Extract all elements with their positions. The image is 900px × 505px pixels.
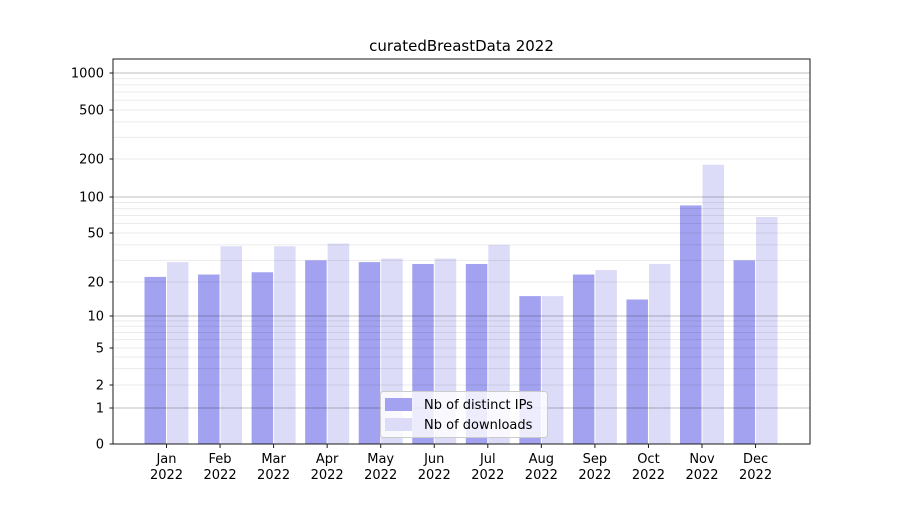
bar-distinct-ips-may [358,262,381,444]
y-tick-label-0: 0 [96,438,104,453]
y-axis: 0 1 2 5 10 20 50 100 200 500 1000 [71,67,113,453]
chart-title: curatedBreastData 2022 [369,37,554,55]
legend: Nb of distinct IPs Nb of downloads [380,391,548,438]
legend-label-distinct-ips: Nb of distinct IPs [424,398,533,413]
bar-distinct-ips-feb [198,274,220,444]
y-tick-label-2: 2 [96,379,104,394]
bar-distinct-ips-mar [251,272,274,444]
grid-layer [113,72,810,409]
x-tick-label-month-apr: Apr [316,452,339,467]
x-tick-label-year-feb: 2022 [204,468,237,483]
bar-downloads-nov [702,164,724,444]
bar-distinct-ips-oct [626,299,648,444]
bar-downloads-apr [327,243,350,444]
y-tick-label-50: 50 [87,227,104,242]
x-tick-label-year-jan: 2022 [150,468,183,483]
bar-downloads-mar [274,246,296,444]
x-tick-label-month-oct: Oct [637,452,659,467]
legend-swatch-distinct-ips [385,398,412,411]
x-tick-label-year-aug: 2022 [525,468,558,483]
y-tick-label-10: 10 [87,310,104,325]
x-tick-label-month-mar: Mar [261,452,286,467]
x-tick-label-year-jun: 2022 [418,468,451,483]
plot-border [112,58,811,445]
x-tick-label-year-sep: 2022 [578,468,611,483]
x-tick-label-year-may: 2022 [364,468,397,483]
bar-distinct-ips-dec [733,260,756,444]
x-tick-label-month-sep: Sep [583,452,608,467]
y-tick-label-20: 20 [87,276,104,291]
x-tick-label-year-nov: 2022 [685,468,718,483]
x-tick-label-year-mar: 2022 [257,468,290,483]
x-tick-label-year-dec: 2022 [739,468,772,483]
axes-layer [112,58,811,445]
y-tick-label-1000: 1000 [71,67,104,82]
bar-distinct-ips-sep [572,274,595,444]
x-tick-label-month-nov: Nov [689,452,715,467]
x-tick-label-year-jul: 2022 [471,468,504,483]
x-tick-label-month-jul: Jul [479,452,496,467]
legend-swatch-downloads [385,418,412,431]
x-tick-label-month-jan: Jan [155,452,176,467]
bar-downloads-feb [220,246,243,444]
x-tick-label-month-jun: Jun [423,452,444,467]
legend-label-downloads: Nb of downloads [424,418,533,433]
y-tick-label-1: 1 [96,402,104,417]
legend-box [380,391,548,438]
x-tick-label-year-oct: 2022 [632,468,665,483]
x-tick-label-month-may: May [367,452,394,467]
bar-distinct-ips-apr [305,260,327,444]
x-tick-label-month-aug: Aug [529,452,554,467]
bar-downloads-dec [756,217,778,444]
y-tick-label-5: 5 [96,342,104,357]
x-tick-label-year-apr: 2022 [311,468,344,483]
x-tick-label-month-dec: Dec [743,452,768,467]
bar-downloads-oct [648,264,671,444]
y-tick-label-500: 500 [79,104,104,119]
y-tick-label-100: 100 [79,191,104,206]
x-tick-label-month-feb: Feb [209,452,232,467]
y-tick-label-200: 200 [79,153,104,168]
bar-downloads-jan [167,262,189,444]
bar-distinct-ips-jan [144,276,166,444]
x-axis: Jan2022Feb2022Mar2022Apr2022May2022Jun20… [150,444,772,483]
bar-downloads-sep [595,270,617,444]
bar-distinct-ips-nov [680,205,702,444]
